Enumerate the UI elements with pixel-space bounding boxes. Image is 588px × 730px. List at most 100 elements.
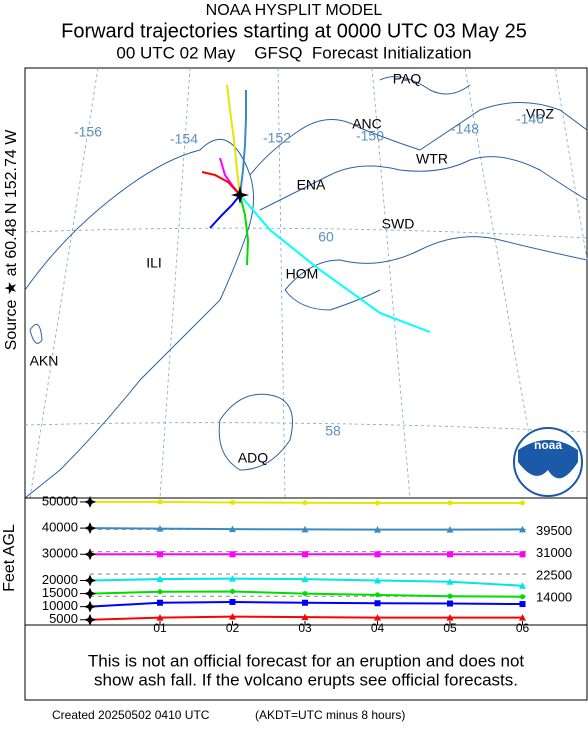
y-tick-label: 15000: [42, 585, 78, 600]
point: [229, 575, 236, 582]
point: [374, 526, 381, 533]
map-panel: noaa Source ★ at 60.48 N 152.74 W: [3, 67, 588, 499]
point: [157, 499, 163, 505]
start-star: [84, 522, 96, 535]
point: [157, 589, 163, 595]
y2-tick-label: 39500: [536, 523, 572, 538]
station-label: ENA: [297, 177, 326, 193]
y-axis-label: Feet AGL: [1, 524, 18, 592]
subtitle2: 00 UTC 02 May GFSQ Forecast Initializati…: [116, 43, 471, 62]
point: [447, 500, 453, 506]
created: Created 20250502 0410 UTC: [52, 708, 210, 722]
point: [156, 575, 164, 583]
point: [230, 588, 235, 594]
point: [302, 599, 308, 606]
graticule: [24, 67, 588, 499]
start-star: [84, 600, 96, 613]
station-label: PAQ: [393, 71, 422, 87]
station-label: SWD: [382, 216, 415, 232]
coastline: [24, 76, 588, 499]
point: [519, 582, 526, 589]
point: [374, 551, 381, 558]
start-star: [84, 495, 96, 508]
point: [519, 525, 526, 533]
timezone: (AKDT=UTC minus 8 hours): [255, 708, 405, 722]
notice-frame: [24, 624, 588, 701]
title: NOAA HYSPLIT MODEL: [206, 2, 383, 19]
y2-tick-label: 31000: [536, 545, 572, 560]
longitude-label: -154: [170, 131, 198, 147]
point: [374, 600, 381, 607]
point: [374, 576, 381, 584]
station-label: WTR: [416, 151, 448, 167]
point: [230, 499, 235, 505]
point: [519, 601, 526, 608]
trajectory: [239, 194, 431, 333]
point: [446, 578, 454, 585]
start-star: [84, 587, 96, 600]
point: [157, 551, 163, 558]
station-label: HOM: [286, 266, 319, 282]
notice: show ash fall. If the volcano erupts see…: [94, 670, 518, 689]
station-label: ILI: [146, 255, 162, 271]
trajectory: [239, 194, 250, 266]
point: [301, 525, 309, 533]
source-star: [231, 186, 249, 204]
point: [301, 575, 309, 583]
point: [302, 591, 308, 597]
point: [446, 526, 454, 533]
station-label: AKN: [30, 353, 59, 369]
latitude-label: 60: [318, 229, 334, 245]
point: [156, 525, 164, 532]
longitude-label: -146: [516, 111, 544, 127]
y2-tick-label: 22500: [536, 567, 572, 582]
y-tick-label: 40000: [42, 520, 78, 535]
point: [302, 500, 308, 506]
trajectory: [209, 194, 241, 229]
point: [375, 592, 380, 598]
start-star: [84, 574, 96, 587]
point: [447, 551, 453, 558]
notice: This is not an official forecast for an …: [88, 651, 525, 670]
point: [229, 551, 236, 558]
station-label: VDZ: [526, 106, 554, 122]
source-label: Source ★ at 60.48 N 152.74 W: [3, 129, 20, 351]
logo-text: noaa: [534, 438, 562, 452]
start-star: [84, 613, 96, 626]
trajectory: [226, 84, 241, 196]
trajectory: [201, 171, 241, 196]
longitude-label: -148: [451, 121, 479, 137]
y-tick-label: 50000: [42, 493, 78, 508]
y-tick-label: 5000: [49, 611, 78, 626]
longitude-label: -150: [356, 128, 384, 144]
point: [374, 614, 381, 621]
y-tick-label: 30000: [42, 546, 78, 561]
point: [375, 500, 380, 506]
point: [519, 551, 526, 558]
y-tick-label: 20000: [42, 572, 78, 587]
station-label: ADQ: [238, 450, 268, 466]
point: [301, 613, 309, 621]
y-tick-label: 10000: [42, 598, 78, 613]
point: [520, 500, 525, 506]
point: [156, 614, 164, 621]
latitude-label: 58: [325, 423, 341, 439]
longitude-label: -152: [263, 130, 291, 146]
longitude-label: -156: [74, 124, 102, 140]
point: [229, 525, 236, 533]
point: [447, 593, 453, 599]
point: [447, 600, 453, 607]
point: [519, 614, 526, 621]
subtitle: Forward trajectories starting at 0000 UT…: [61, 20, 527, 42]
point: [229, 598, 236, 605]
trajectories: [201, 84, 431, 333]
point: [229, 613, 236, 620]
logo: noaa: [513, 427, 583, 497]
point: [520, 594, 525, 600]
trajectory: [239, 90, 247, 196]
start-star: [84, 548, 96, 561]
y2-tick-label: 14000: [536, 590, 572, 605]
point: [302, 551, 308, 558]
